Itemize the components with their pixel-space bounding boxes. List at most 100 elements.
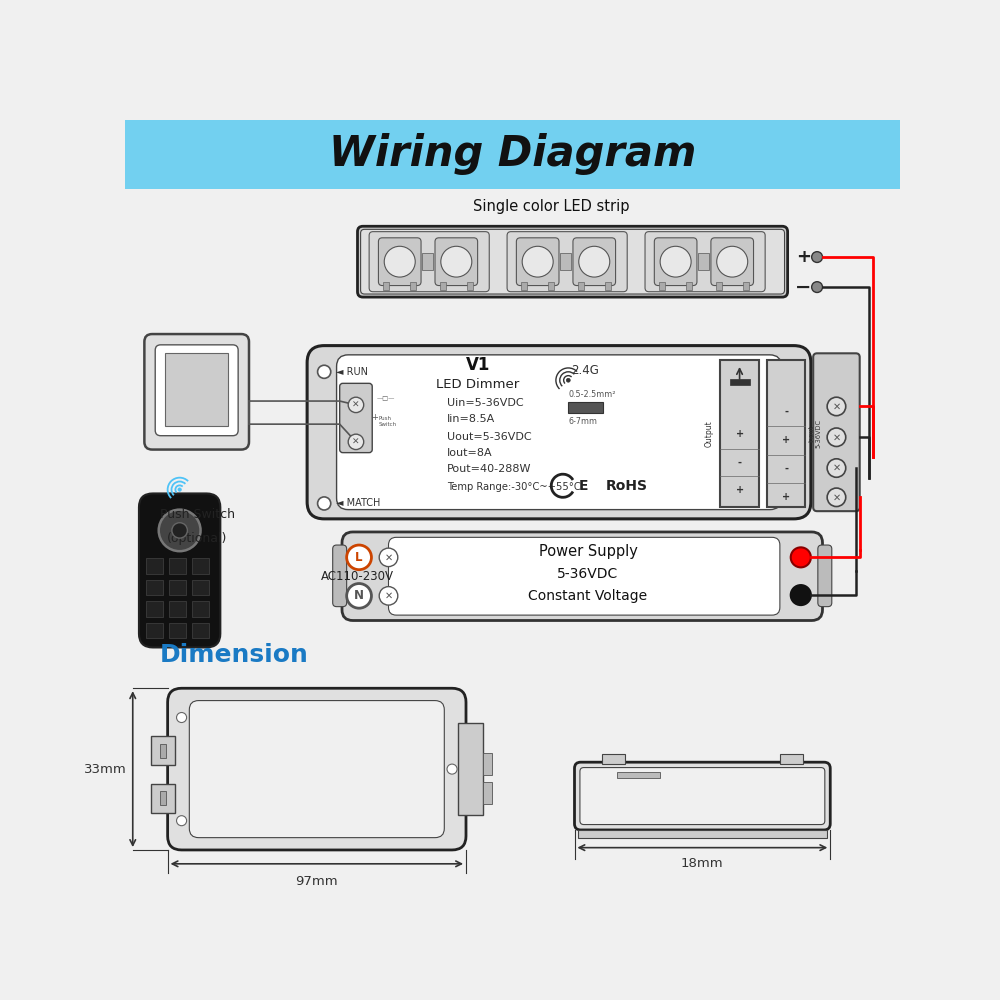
FancyBboxPatch shape xyxy=(333,545,347,607)
Text: 6-7mm: 6-7mm xyxy=(568,417,597,426)
Bar xyxy=(743,282,749,290)
Text: Temp Range:-30°C~+55°C: Temp Range:-30°C~+55°C xyxy=(447,482,580,492)
Bar xyxy=(467,282,473,290)
Bar xyxy=(146,601,163,617)
Circle shape xyxy=(178,488,181,491)
Circle shape xyxy=(172,523,187,538)
FancyBboxPatch shape xyxy=(573,238,616,286)
Text: |: | xyxy=(371,391,374,400)
Text: Uin=5-36VDC: Uin=5-36VDC xyxy=(447,398,523,408)
FancyBboxPatch shape xyxy=(516,238,559,286)
Bar xyxy=(169,580,186,595)
Text: L: L xyxy=(355,551,363,564)
Bar xyxy=(410,282,416,290)
Circle shape xyxy=(177,816,187,826)
FancyBboxPatch shape xyxy=(361,229,785,294)
Circle shape xyxy=(812,252,822,262)
Text: Uout=5-36VDC: Uout=5-36VDC xyxy=(447,432,531,442)
Text: -: - xyxy=(784,407,788,417)
Bar xyxy=(192,558,209,574)
Text: −: − xyxy=(795,278,811,297)
Bar xyxy=(659,282,665,290)
Circle shape xyxy=(441,246,472,277)
Text: 33mm: 33mm xyxy=(84,763,127,776)
FancyBboxPatch shape xyxy=(144,334,249,450)
FancyBboxPatch shape xyxy=(155,345,238,436)
Bar xyxy=(548,282,554,290)
Text: ◄ RUN: ◄ RUN xyxy=(336,367,368,377)
FancyBboxPatch shape xyxy=(645,232,765,292)
Circle shape xyxy=(566,378,570,382)
Text: V1: V1 xyxy=(465,356,490,374)
Circle shape xyxy=(384,246,415,277)
Bar xyxy=(160,744,166,758)
Circle shape xyxy=(791,547,811,567)
Circle shape xyxy=(379,587,398,605)
Circle shape xyxy=(347,545,371,570)
Circle shape xyxy=(347,584,371,608)
Text: 97mm: 97mm xyxy=(296,875,338,888)
Text: +: + xyxy=(782,435,790,445)
Bar xyxy=(560,253,571,270)
Circle shape xyxy=(177,713,187,723)
FancyBboxPatch shape xyxy=(574,762,830,830)
Bar xyxy=(192,623,209,638)
Text: Input
5-36VDC: Input 5-36VDC xyxy=(808,419,821,448)
Text: Iout=8A: Iout=8A xyxy=(447,448,492,458)
Bar xyxy=(720,360,759,507)
Circle shape xyxy=(660,246,691,277)
Text: +: + xyxy=(371,413,378,422)
Text: 5-36VDC: 5-36VDC xyxy=(557,567,619,581)
Bar xyxy=(192,580,209,595)
FancyBboxPatch shape xyxy=(337,355,781,510)
Text: Iin=8.5A: Iin=8.5A xyxy=(447,414,495,424)
Text: RoHS: RoHS xyxy=(606,479,648,493)
Text: LED Dimmer: LED Dimmer xyxy=(436,378,519,391)
Bar xyxy=(422,253,433,270)
Bar xyxy=(686,282,692,290)
Circle shape xyxy=(447,764,457,774)
Bar xyxy=(780,754,803,764)
FancyBboxPatch shape xyxy=(711,238,754,286)
Bar xyxy=(578,830,827,838)
Text: (optional): (optional) xyxy=(167,532,227,545)
Circle shape xyxy=(827,397,846,416)
FancyBboxPatch shape xyxy=(818,545,832,607)
Text: Single color LED strip: Single color LED strip xyxy=(473,199,630,214)
FancyBboxPatch shape xyxy=(139,493,220,647)
Text: Dimension: Dimension xyxy=(160,643,309,667)
Text: ✕: ✕ xyxy=(832,401,841,411)
Bar xyxy=(151,736,175,765)
Text: Output: Output xyxy=(705,420,714,447)
FancyBboxPatch shape xyxy=(580,768,825,825)
Text: Push Switch: Push Switch xyxy=(160,508,235,521)
Bar xyxy=(146,580,163,595)
Bar xyxy=(730,379,750,385)
Text: -: - xyxy=(738,458,742,468)
Text: AC110-230V: AC110-230V xyxy=(321,570,394,583)
FancyBboxPatch shape xyxy=(654,238,697,286)
FancyBboxPatch shape xyxy=(307,346,811,519)
Text: Power Supply: Power Supply xyxy=(539,544,638,559)
FancyBboxPatch shape xyxy=(378,238,421,286)
Bar xyxy=(146,623,163,638)
Text: +: + xyxy=(736,429,744,439)
Circle shape xyxy=(348,434,364,450)
FancyBboxPatch shape xyxy=(168,688,466,850)
Text: Push
Switch: Push Switch xyxy=(378,416,397,427)
FancyBboxPatch shape xyxy=(189,701,444,838)
Text: ✕: ✕ xyxy=(832,492,841,502)
Bar xyxy=(169,623,186,638)
Bar xyxy=(568,402,603,413)
Bar xyxy=(169,558,186,574)
Circle shape xyxy=(827,428,846,446)
Bar xyxy=(169,601,186,617)
Text: N: N xyxy=(354,589,364,602)
Circle shape xyxy=(318,365,331,378)
Text: 2.4G: 2.4G xyxy=(571,364,598,377)
Circle shape xyxy=(379,548,398,567)
Circle shape xyxy=(522,246,553,277)
Bar xyxy=(458,723,483,815)
Text: —□—: —□— xyxy=(377,396,395,401)
Bar xyxy=(521,282,527,290)
